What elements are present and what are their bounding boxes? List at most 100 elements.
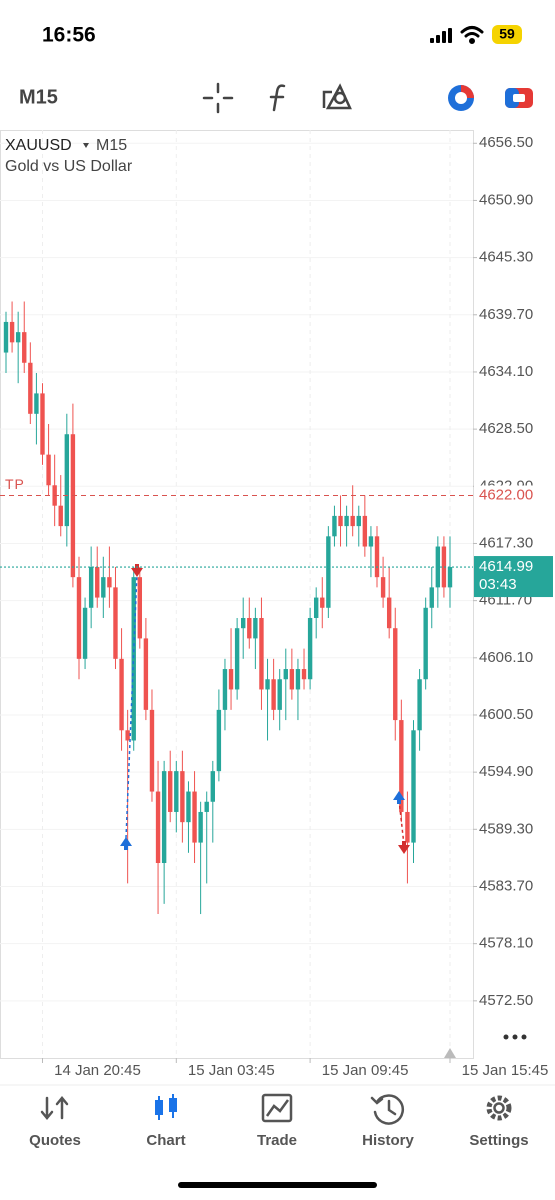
candle-body — [399, 720, 404, 812]
plot — [0, 130, 473, 1058]
candle-body — [107, 577, 112, 588]
tp-price-bg — [474, 485, 555, 506]
candle-body — [28, 362, 33, 414]
y-tick-label: 4578.10 — [479, 935, 533, 952]
candle-body — [356, 515, 361, 527]
candle-body — [155, 791, 161, 864]
candle-body — [40, 393, 45, 455]
candle-body — [320, 597, 325, 608]
wifi-icon — [460, 26, 484, 44]
x-tick-label: 15 Jan 03:45 — [188, 1062, 275, 1079]
candle-body — [22, 332, 27, 363]
candle-body — [186, 791, 191, 823]
current-price-label: 4614.99 — [479, 558, 533, 575]
battery — [492, 25, 522, 44]
candle-body — [338, 515, 343, 527]
candle-body — [271, 679, 276, 710]
countdown-label: 03:43 — [479, 576, 517, 593]
candle-body — [9, 321, 15, 343]
candle-body — [46, 454, 51, 486]
objects-icon[interactable] — [322, 83, 352, 110]
candle-body — [362, 515, 368, 547]
candle-body — [192, 791, 197, 843]
y-tick-label: 4589.30 — [479, 820, 533, 837]
candle-body — [113, 587, 118, 659]
candle-body — [307, 617, 313, 680]
candle-body — [332, 515, 337, 537]
candle-body — [301, 669, 307, 680]
candle-body — [241, 617, 246, 629]
chart-icon[interactable] — [155, 1094, 177, 1120]
candle-body — [277, 679, 282, 710]
candle-body — [247, 617, 252, 639]
candle-body — [204, 801, 209, 812]
symbol-dropdown[interactable] — [83, 143, 89, 148]
settings-icon[interactable] — [486, 1095, 512, 1121]
history-icon[interactable] — [370, 1094, 404, 1125]
y-tick-label: 4634.10 — [479, 363, 533, 380]
tp-label: TP — [5, 476, 25, 492]
candle-body — [101, 577, 106, 598]
candle-body — [393, 628, 398, 721]
y-tick-label: 4583.70 — [479, 877, 533, 894]
candle-body — [15, 332, 21, 343]
nav-label[interactable]: Chart — [146, 1132, 185, 1149]
candle-body — [168, 771, 173, 812]
trade-nav-icon[interactable] — [261, 1093, 293, 1123]
candle-body — [149, 709, 155, 792]
nav-label[interactable]: History — [362, 1132, 414, 1149]
candle-body — [143, 638, 149, 710]
y-tick-label: 4656.50 — [479, 134, 533, 151]
y-tick-label: 4645.30 — [479, 249, 533, 266]
candle-body — [253, 617, 258, 639]
nav-label[interactable]: Settings — [469, 1132, 528, 1149]
candle-body — [344, 515, 349, 527]
more-button[interactable] — [503, 1034, 527, 1040]
candle-body — [228, 669, 234, 690]
candle-body — [222, 669, 228, 710]
account-icon[interactable] — [448, 85, 474, 111]
candle-body — [417, 679, 422, 731]
candle-body — [95, 566, 100, 598]
candle-body — [88, 566, 94, 608]
candle-body — [295, 669, 301, 690]
y-tick-label: 4600.50 — [479, 706, 533, 723]
candle-body — [313, 597, 319, 618]
x-tick-label: 14 Jan 20:45 — [54, 1062, 141, 1079]
quotes-icon[interactable] — [40, 1096, 69, 1120]
candle-body — [161, 771, 167, 864]
trade-icon[interactable] — [505, 88, 533, 108]
home-indicator — [178, 1182, 377, 1188]
x-tick-label: 15 Jan 15:45 — [462, 1062, 549, 1079]
candle-body — [259, 617, 264, 690]
battery-level: 59 — [499, 26, 515, 42]
candle-body — [234, 628, 240, 690]
symbol: XAUUSD — [5, 137, 72, 154]
candle-body — [180, 771, 185, 823]
signal-icon — [430, 28, 452, 43]
candle-body — [119, 658, 124, 731]
candle-body — [447, 567, 453, 588]
nav-label[interactable]: Trade — [257, 1132, 297, 1149]
y-tick-label: 4650.90 — [479, 191, 533, 208]
nav-label[interactable]: Quotes — [29, 1132, 81, 1149]
indicator-icon[interactable] — [269, 84, 286, 112]
candle-body — [350, 515, 355, 527]
candle-body — [405, 811, 410, 843]
tp-price-label: 4622.00 — [479, 486, 533, 503]
candle-body — [70, 434, 76, 578]
candle-body — [58, 505, 63, 527]
candle-body — [289, 669, 295, 690]
candle-body — [265, 679, 270, 690]
candle-body — [411, 730, 416, 843]
toolbar-timeframe[interactable]: M15 — [19, 86, 58, 108]
candle-body — [210, 771, 215, 802]
candle-body — [131, 577, 136, 741]
y-tick-label: 4572.50 — [479, 992, 533, 1009]
candle-body — [368, 536, 374, 547]
symbol-description: Gold vs US Dollar — [5, 158, 133, 175]
candle-body — [3, 321, 9, 353]
candle-body — [125, 730, 130, 741]
crosshair-icon[interactable] — [202, 82, 234, 114]
